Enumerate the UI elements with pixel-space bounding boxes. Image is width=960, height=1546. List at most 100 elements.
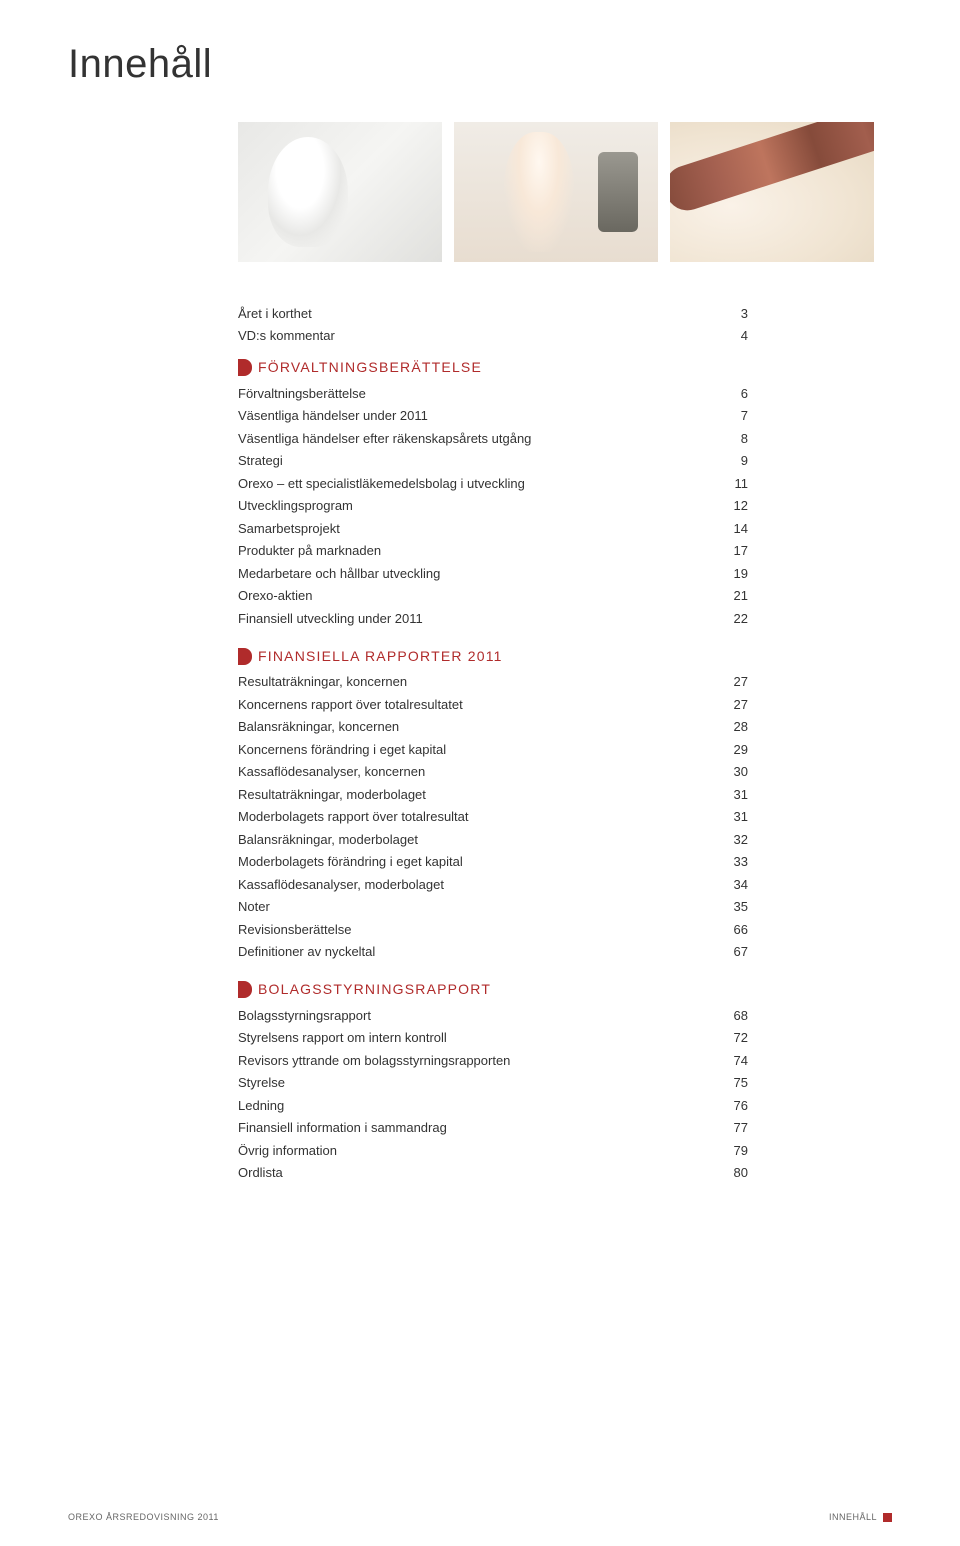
toc-row: Bolagsstyrningsrapport68 bbox=[238, 1004, 748, 1027]
toc-row: Finansiell information i sammandrag77 bbox=[238, 1117, 748, 1140]
toc-row: Resultaträkningar, koncernen27 bbox=[238, 671, 748, 694]
toc-page: 80 bbox=[718, 1163, 748, 1183]
toc-page: 68 bbox=[718, 1006, 748, 1026]
section-heading: FÖRVALTNINGSBERÄTTELSE bbox=[238, 357, 748, 378]
toc-row: Resultaträkningar, moderbolaget31 bbox=[238, 783, 748, 806]
toc-row: Strategi9 bbox=[238, 450, 748, 473]
toc-row: Noter35 bbox=[238, 896, 748, 919]
toc-page: 11 bbox=[718, 474, 748, 494]
toc-page: 74 bbox=[718, 1051, 748, 1071]
toc-page: 72 bbox=[718, 1028, 748, 1048]
toc-label: Utvecklingsprogram bbox=[238, 496, 718, 516]
toc-page: 33 bbox=[718, 852, 748, 872]
section-title: FINANSIELLA RAPPORTER 2011 bbox=[258, 646, 503, 667]
toc-label: Finansiell information i sammandrag bbox=[238, 1118, 718, 1138]
toc-row: Moderbolagets förändring i eget kapital3… bbox=[238, 851, 748, 874]
toc-row: Förvaltningsberättelse6 bbox=[238, 382, 748, 405]
toc-page: 7 bbox=[718, 406, 748, 426]
toc-row: Revisors yttrande om bolagsstyrningsrapp… bbox=[238, 1049, 748, 1072]
toc-label: Övrig information bbox=[238, 1141, 718, 1161]
toc-label: Revisionsberättelse bbox=[238, 920, 718, 940]
section-title: BOLAGSSTYRNINGSRAPPORT bbox=[258, 979, 491, 1000]
image-row bbox=[238, 122, 892, 262]
toc-row: Balansräkningar, moderbolaget32 bbox=[238, 828, 748, 851]
toc-page: 67 bbox=[718, 942, 748, 962]
hero-image-1 bbox=[238, 122, 442, 262]
toc-page: 3 bbox=[718, 304, 748, 324]
toc-page: 76 bbox=[718, 1096, 748, 1116]
toc-page: 77 bbox=[718, 1118, 748, 1138]
footer-right: INNEHÅLL bbox=[829, 1511, 877, 1525]
toc-label: Bolagsstyrningsrapport bbox=[238, 1006, 718, 1026]
toc-label: Moderbolagets rapport över totalresultat bbox=[238, 807, 718, 827]
toc-label: Noter bbox=[238, 897, 718, 917]
toc-label: Ordlista bbox=[238, 1163, 718, 1183]
toc-label: Strategi bbox=[238, 451, 718, 471]
toc-page: 30 bbox=[718, 762, 748, 782]
toc-page: 29 bbox=[718, 740, 748, 760]
toc-row: Orexo-aktien21 bbox=[238, 585, 748, 608]
toc-label: Produkter på marknaden bbox=[238, 541, 718, 561]
page-title: Innehåll bbox=[68, 34, 892, 94]
toc-row: Medarbetare och hållbar utveckling19 bbox=[238, 562, 748, 585]
toc-label: Resultaträkningar, koncernen bbox=[238, 672, 718, 692]
toc-label: Definitioner av nyckeltal bbox=[238, 942, 718, 962]
toc-page: 75 bbox=[718, 1073, 748, 1093]
toc-page: 8 bbox=[718, 429, 748, 449]
toc-label: Revisors yttrande om bolagsstyrningsrapp… bbox=[238, 1051, 718, 1071]
toc-page: 79 bbox=[718, 1141, 748, 1161]
toc-row: Utvecklingsprogram12 bbox=[238, 495, 748, 518]
toc-row: Året i korthet 3 bbox=[238, 302, 748, 325]
toc-row: Definitioner av nyckeltal67 bbox=[238, 941, 748, 964]
hero-image-3 bbox=[670, 122, 874, 262]
toc-label: Styrelsens rapport om intern kontroll bbox=[238, 1028, 718, 1048]
toc-label: Väsentliga händelser efter räkenskapsåre… bbox=[238, 429, 718, 449]
toc-label: Moderbolagets förändring i eget kapital bbox=[238, 852, 718, 872]
toc-page: 17 bbox=[718, 541, 748, 561]
page-footer: OREXO ÅRSREDOVISNING 2011 INNEHÅLL bbox=[68, 1511, 892, 1525]
toc-label: Koncernens rapport över totalresultatet bbox=[238, 695, 718, 715]
toc-row: Övrig information79 bbox=[238, 1139, 748, 1162]
toc-page: 6 bbox=[718, 384, 748, 404]
toc-page: 14 bbox=[718, 519, 748, 539]
toc-page: 66 bbox=[718, 920, 748, 940]
toc-row: Koncernens rapport över totalresultatet2… bbox=[238, 693, 748, 716]
toc-label: Väsentliga händelser under 2011 bbox=[238, 406, 718, 426]
toc-page: 22 bbox=[718, 609, 748, 629]
toc-label: VD:s kommentar bbox=[238, 326, 718, 346]
toc-row: Balansräkningar, koncernen28 bbox=[238, 716, 748, 739]
toc-page: 19 bbox=[718, 564, 748, 584]
toc-row: VD:s kommentar 4 bbox=[238, 325, 748, 348]
toc-row: Moderbolagets rapport över totalresultat… bbox=[238, 806, 748, 829]
toc-row: Styrelse75 bbox=[238, 1072, 748, 1095]
toc-row: Koncernens förändring i eget kapital29 bbox=[238, 738, 748, 761]
toc-label: Ledning bbox=[238, 1096, 718, 1116]
toc-label: Resultaträkningar, moderbolaget bbox=[238, 785, 718, 805]
toc-label: Balansräkningar, koncernen bbox=[238, 717, 718, 737]
toc-page: 34 bbox=[718, 875, 748, 895]
toc-label: Samarbetsprojekt bbox=[238, 519, 718, 539]
toc-page: 31 bbox=[718, 807, 748, 827]
toc-row: Orexo – ett specialistläkemedelsbolag i … bbox=[238, 472, 748, 495]
toc-page: 12 bbox=[718, 496, 748, 516]
toc-page: 9 bbox=[718, 451, 748, 471]
toc-row: Kassaflödesanalyser, moderbolaget34 bbox=[238, 873, 748, 896]
toc-row: Kassaflödesanalyser, koncernen30 bbox=[238, 761, 748, 784]
toc-row: Ordlista80 bbox=[238, 1162, 748, 1185]
hero-image-2 bbox=[454, 122, 658, 262]
toc-row: Ledning76 bbox=[238, 1094, 748, 1117]
footer-left: OREXO ÅRSREDOVISNING 2011 bbox=[68, 1511, 219, 1525]
toc-label: Medarbetare och hållbar utveckling bbox=[238, 564, 718, 584]
toc-label: Koncernens förändring i eget kapital bbox=[238, 740, 718, 760]
toc-label: Kassaflödesanalyser, koncernen bbox=[238, 762, 718, 782]
tab-icon bbox=[238, 359, 252, 376]
section-heading: FINANSIELLA RAPPORTER 2011 bbox=[238, 646, 748, 667]
toc-row: Väsentliga händelser under 20117 bbox=[238, 405, 748, 428]
section-title: FÖRVALTNINGSBERÄTTELSE bbox=[258, 357, 482, 378]
toc-page: 31 bbox=[718, 785, 748, 805]
footer-square-icon bbox=[883, 1513, 892, 1522]
toc-label: Året i korthet bbox=[238, 304, 718, 324]
toc-label: Balansräkningar, moderbolaget bbox=[238, 830, 718, 850]
toc-label: Kassaflödesanalyser, moderbolaget bbox=[238, 875, 718, 895]
toc-page: 4 bbox=[718, 326, 748, 346]
